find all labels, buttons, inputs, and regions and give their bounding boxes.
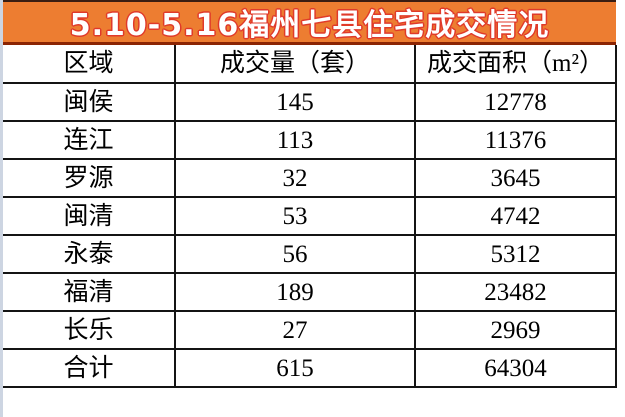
cell-area: 3645 <box>414 158 617 198</box>
table-row: 长乐 27 2969 <box>3 310 617 350</box>
cell-volume: 56 <box>174 234 416 274</box>
cell-region: 福清 <box>3 272 176 312</box>
cell-region: 长乐 <box>3 310 176 350</box>
left-window-edge <box>0 0 3 417</box>
table-row: 连江 113 11376 <box>3 120 617 160</box>
cell-volume: 113 <box>174 120 416 160</box>
cell-area: 2969 <box>414 310 617 350</box>
cell-volume: 27 <box>174 310 416 350</box>
cell-region: 闽清 <box>3 196 176 236</box>
cell-region-total: 合计 <box>3 348 176 388</box>
cell-region: 闽侯 <box>3 82 176 122</box>
cell-volume: 145 <box>174 82 416 122</box>
table-row: 福清 189 23482 <box>3 272 617 312</box>
cell-area: 11376 <box>414 120 617 160</box>
page-title: 5.10-5.16福州七县住宅成交情况 <box>69 8 550 43</box>
cell-area: 5312 <box>414 234 617 274</box>
transactions-table: 区域 成交量（套） 成交面积（m²） 闽侯 145 12778 连江 113 1… <box>3 45 617 388</box>
cell-volume: 32 <box>174 158 416 198</box>
table-row: 闽侯 145 12778 <box>3 82 617 122</box>
column-header-volume: 成交量（套） <box>174 45 416 84</box>
column-header-region: 区域 <box>3 45 176 84</box>
table-row: 罗源 32 3645 <box>3 158 617 198</box>
cell-region: 连江 <box>3 120 176 160</box>
header-row: 区域 成交量（套） 成交面积（m²） <box>3 45 617 84</box>
title-bar: 5.10-5.16福州七县住宅成交情况 <box>3 2 616 45</box>
table-row: 闽清 53 4742 <box>3 196 617 236</box>
cell-volume: 53 <box>174 196 416 236</box>
table-figure: 5.10-5.16福州七县住宅成交情况 区域 成交量（套） 成交面积（m²） 闽… <box>3 0 617 388</box>
cell-volume-total: 615 <box>174 348 416 388</box>
cell-region: 罗源 <box>3 158 176 198</box>
cell-area: 23482 <box>414 272 617 312</box>
table-row-total: 合计 615 64304 <box>3 348 617 388</box>
cell-volume: 189 <box>174 272 416 312</box>
top-border-line <box>3 0 616 2</box>
column-header-area: 成交面积（m²） <box>414 45 617 84</box>
cell-area: 12778 <box>414 82 617 122</box>
cell-area: 4742 <box>414 196 617 236</box>
table-row: 永泰 56 5312 <box>3 234 617 274</box>
cell-region: 永泰 <box>3 234 176 274</box>
cell-area-total: 64304 <box>414 348 617 388</box>
